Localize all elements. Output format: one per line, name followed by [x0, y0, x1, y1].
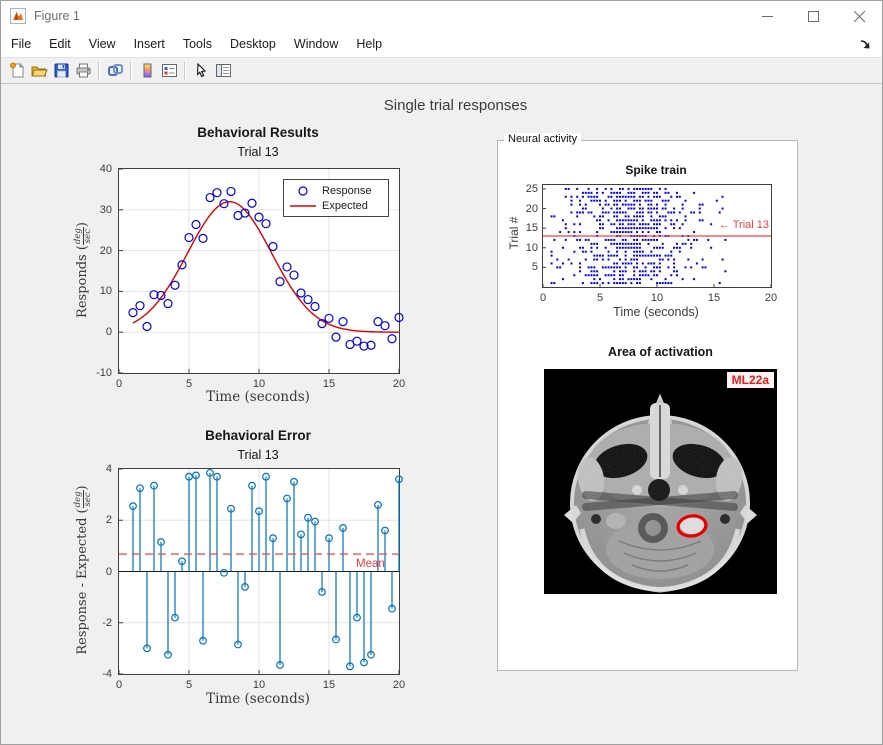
x-axis-label: Time (seconds) — [118, 691, 398, 707]
tick-label: 20 — [393, 679, 405, 691]
y-axis-label: Responds (degsec) — [74, 170, 94, 370]
titlebar[interactable]: Figure 1 — [1, 1, 882, 31]
toolbar-separator — [130, 62, 132, 80]
legend-row-expected: Expected — [284, 198, 388, 213]
tick-label: 0 — [540, 292, 546, 304]
tick-label: 20 — [526, 203, 538, 215]
behavioral-error-title: Behavioral Error — [118, 428, 398, 443]
print-figure-icon[interactable] — [72, 60, 94, 82]
tick-label: -4 — [102, 668, 112, 680]
menu-insert[interactable]: Insert — [134, 37, 165, 51]
legend-label: Expected — [322, 200, 368, 212]
tick-label: 20 — [765, 292, 777, 304]
behavioral-results-subtitle: Trial 13 — [118, 145, 398, 159]
tick-label: 10 — [100, 285, 112, 297]
mean-line-label: Mean — [356, 558, 385, 570]
tick-label: 40 — [100, 163, 112, 175]
tick-label: 0 — [116, 679, 122, 691]
new-figure-icon[interactable] — [6, 60, 28, 82]
property-editor-icon[interactable] — [212, 60, 234, 82]
toolbar-separator — [98, 62, 100, 80]
neural-activity-panel: Neural activity Spike train ← Trial 1305… — [497, 140, 798, 671]
area-of-activation-title: Area of activation — [544, 345, 777, 359]
edit-plot-icon[interactable] — [190, 60, 212, 82]
tick-label: 4 — [106, 463, 112, 475]
x-axis-label: Time (seconds) — [542, 305, 770, 319]
figure-suptitle: Single trial responses — [15, 97, 883, 114]
tick-label: 5 — [597, 292, 603, 304]
tick-label: 25 — [526, 183, 538, 195]
brain-slice-graphic — [544, 369, 777, 594]
tick-label: 2 — [106, 514, 112, 526]
y-axis-label: Trial # — [507, 188, 523, 278]
menu-view[interactable]: View — [89, 37, 116, 51]
y-axis-label: Response - Expected (degsec) — [74, 470, 94, 670]
maximize-icon — [808, 11, 819, 22]
mri-brain-image[interactable]: ML22a — [544, 369, 777, 594]
insert-legend-icon[interactable] — [158, 60, 180, 82]
behavioral-error-subtitle: Trial 13 — [118, 448, 398, 462]
colorbar-icon[interactable] — [136, 60, 158, 82]
deg-per-sec-fraction: degsec — [74, 490, 94, 508]
menubar: File Edit View Insert Tools Desktop Wind… — [1, 31, 882, 58]
behavioral-results-axes[interactable]: 05101520-10010203040 Response Expected — [118, 168, 400, 374]
menu-tools[interactable]: Tools — [183, 37, 212, 51]
deg-per-sec-fraction: degsec — [74, 227, 94, 245]
tick-label: 0 — [106, 566, 112, 578]
menu-file[interactable]: File — [11, 37, 31, 51]
tick-label: 20 — [100, 245, 112, 257]
link-plot-icon[interactable] — [104, 60, 126, 82]
menu-desktop[interactable]: Desktop — [230, 37, 276, 51]
maximize-button[interactable] — [790, 1, 836, 31]
tick-label: -10 — [96, 367, 112, 379]
toolbar-separator — [184, 62, 186, 80]
tick-label: 10 — [651, 292, 663, 304]
expected-line-icon — [284, 200, 322, 212]
trial-13-annotation: ← Trial 13 — [719, 219, 769, 231]
behavioral-results-title: Behavioral Results — [118, 125, 398, 140]
tick-label: 0 — [106, 326, 112, 338]
window-title: Figure 1 — [34, 9, 80, 23]
matlab-logo-icon — [10, 8, 26, 24]
minimize-icon — [762, 11, 773, 22]
tick-label: 10 — [526, 242, 538, 254]
stem-plot — [119, 469, 399, 674]
legend-row-response: Response — [284, 183, 388, 198]
tick-label: 30 — [100, 204, 112, 216]
menu-window[interactable]: Window — [294, 37, 338, 51]
tick-label: 5 — [186, 679, 192, 691]
menu-help[interactable]: Help — [356, 37, 382, 51]
tick-label: 10 — [253, 679, 265, 691]
menu-edit[interactable]: Edit — [49, 37, 71, 51]
region-badge: ML22a — [727, 372, 774, 388]
legend[interactable]: Response Expected — [283, 179, 389, 217]
close-button[interactable] — [836, 1, 882, 31]
legend-label: Response — [322, 185, 372, 197]
minimize-button[interactable] — [744, 1, 790, 31]
panel-label: Neural activity — [504, 133, 581, 145]
open-file-icon[interactable] — [28, 60, 50, 82]
spike-train-axes[interactable]: ← Trial 1305101520510152025 — [542, 184, 772, 288]
save-figure-icon[interactable] — [50, 60, 72, 82]
tick-label: -2 — [102, 617, 112, 629]
raster-plot: ← Trial 13 — [543, 185, 771, 287]
tick-label: 15 — [708, 292, 720, 304]
figure-toolbar — [1, 58, 882, 84]
spike-train-title: Spike train — [542, 163, 770, 177]
tick-label: 5 — [532, 261, 538, 273]
x-axis-label: Time (seconds) — [118, 389, 398, 405]
figure-canvas: Single trial responses Behavioral Result… — [1, 84, 882, 744]
tick-label: 15 — [526, 222, 538, 234]
tick-label: 15 — [323, 679, 335, 691]
response-marker-icon — [284, 185, 322, 197]
figure-window: Figure 1 File Edit View Insert Tools Des… — [0, 0, 883, 745]
dock-arrow-icon[interactable] — [859, 38, 872, 51]
behavioral-error-axes[interactable]: 05101520-4-2024Mean — [118, 468, 400, 675]
close-icon — [854, 11, 865, 22]
